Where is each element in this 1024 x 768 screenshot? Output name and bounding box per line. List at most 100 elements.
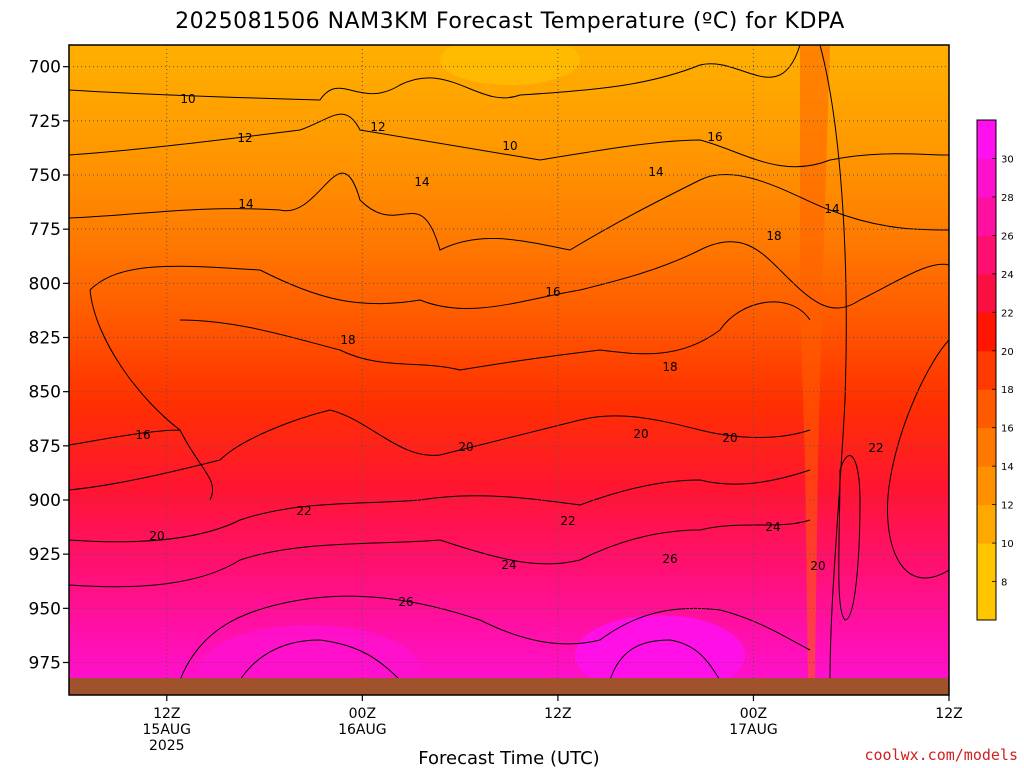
credit-link[interactable]: coolwx.com/models	[864, 746, 1018, 764]
contour-label: 12	[370, 120, 385, 134]
colorbar-segment	[977, 235, 996, 275]
plot-area	[69, 45, 949, 695]
x-tick-label: 00Z	[349, 706, 376, 722]
contour-label: 14	[824, 202, 839, 216]
contour-labels: 10 10 12 12 14 14 16 14 14 16 18 18 18 1…	[135, 92, 883, 609]
x-tick-label: 12Z	[935, 706, 962, 722]
colorbar-label: 28	[1001, 193, 1014, 204]
contour-line	[179, 595, 811, 681]
contour-label: 24	[501, 558, 516, 572]
colorbar-label: 24	[1001, 270, 1014, 281]
contour-label: 10	[502, 139, 517, 153]
contour-label: 10	[180, 92, 195, 106]
x-tick-label: 12Z	[153, 706, 180, 722]
colorbar-segment	[977, 543, 996, 583]
contour-lines	[69, 45, 949, 681]
colorbar-segment	[977, 504, 996, 544]
contour-label: 26	[662, 552, 677, 566]
cool-pocket	[440, 45, 580, 85]
colorbar-segment	[977, 273, 996, 313]
y-tick-label: 975	[29, 654, 61, 674]
colorbar-label: 12	[1001, 501, 1014, 512]
y-tick-label: 875	[29, 437, 61, 457]
warm-pocket	[575, 615, 745, 695]
chart-title: 2025081506 NAM3KM Forecast Temperature (…	[175, 9, 845, 34]
contour-line	[69, 113, 949, 168]
x-tick-label: 00Z	[740, 706, 767, 722]
contour-line	[887, 339, 949, 579]
y-tick-label: 725	[29, 112, 61, 132]
contour-line	[69, 469, 811, 543]
colorbar: 8 10 12 14 16 18 20 22 24 26 28 30	[976, 119, 1014, 621]
y-tick-label: 850	[29, 383, 61, 403]
colorbar-segment	[977, 196, 996, 236]
colorbar-label: 30	[1001, 154, 1014, 165]
contour-line	[69, 172, 949, 251]
colorbar-segment	[977, 389, 996, 429]
x-tick-label: 2025	[149, 738, 185, 754]
x-tick-label: 12Z	[544, 706, 571, 722]
contour-label: 22	[560, 514, 575, 528]
colorbar-segment	[977, 120, 996, 159]
contour-line	[819, 45, 847, 681]
y-tick-label: 950	[29, 599, 61, 619]
contour-label: 16	[135, 428, 150, 442]
colorbar-segment	[977, 312, 996, 352]
contour-line	[69, 519, 811, 588]
x-tick-label: 17AUG	[729, 722, 778, 738]
contour-label: 14	[238, 197, 253, 211]
grid	[69, 45, 949, 695]
contour-line	[89, 241, 949, 310]
contour-label: 20	[810, 559, 825, 573]
plot-frame	[68, 44, 950, 696]
contour-label: 20	[633, 427, 648, 441]
y-tick-label: 750	[29, 166, 61, 186]
x-axis-title: Forecast Time (UTC)	[418, 748, 599, 768]
contour-label: 16	[707, 130, 722, 144]
colorbar-label: 26	[1001, 231, 1014, 242]
contour-label: 24	[765, 520, 780, 534]
contour-line	[179, 301, 811, 371]
contour-line	[838, 455, 861, 621]
x-tick-label: 16AUG	[338, 722, 387, 738]
y-axis: 700 725 750 775 800 825 850 875 900 925 950 975	[29, 58, 69, 674]
terrain-ground	[69, 678, 949, 695]
colorbar-label: 16	[1001, 424, 1014, 435]
colorbar-segment	[977, 466, 996, 506]
contour-line	[69, 289, 214, 501]
contour-label: 18	[766, 229, 781, 243]
contour-label: 16	[545, 285, 560, 299]
y-tick-label: 825	[29, 329, 61, 349]
y-tick-label: 900	[29, 491, 61, 511]
contour-line	[609, 639, 721, 681]
contour-line	[239, 639, 401, 681]
contour-label: 12	[237, 131, 252, 145]
contour-label: 20	[722, 431, 737, 445]
colorbar-segment	[977, 158, 996, 198]
contour-label: 22	[868, 441, 883, 455]
contour-label: 20	[458, 440, 473, 454]
contour-label: 18	[340, 333, 355, 347]
contour-label: 20	[149, 529, 164, 543]
contour-label: 14	[414, 175, 429, 189]
colorbar-frame	[976, 119, 997, 621]
colorbar-label: 22	[1001, 308, 1014, 319]
colorbar-segment	[977, 350, 996, 390]
colorbar-label: 8	[1001, 578, 1007, 589]
warm-pocket	[200, 625, 420, 695]
y-tick-label: 700	[29, 58, 61, 78]
colorbar-label: 14	[1001, 462, 1014, 473]
contour-label: 14	[648, 165, 663, 179]
colorbar-segment	[977, 581, 996, 621]
colorbar-segment	[977, 427, 996, 467]
y-tick-label: 800	[29, 274, 61, 294]
contour-label: 18	[662, 360, 677, 374]
contour-line	[69, 45, 801, 101]
colorbar-label: 20	[1001, 347, 1014, 358]
x-tick-label: 15AUG	[143, 722, 192, 738]
contour-line	[69, 409, 811, 491]
y-tick-label: 775	[29, 220, 61, 240]
contour-label: 26	[398, 595, 413, 609]
